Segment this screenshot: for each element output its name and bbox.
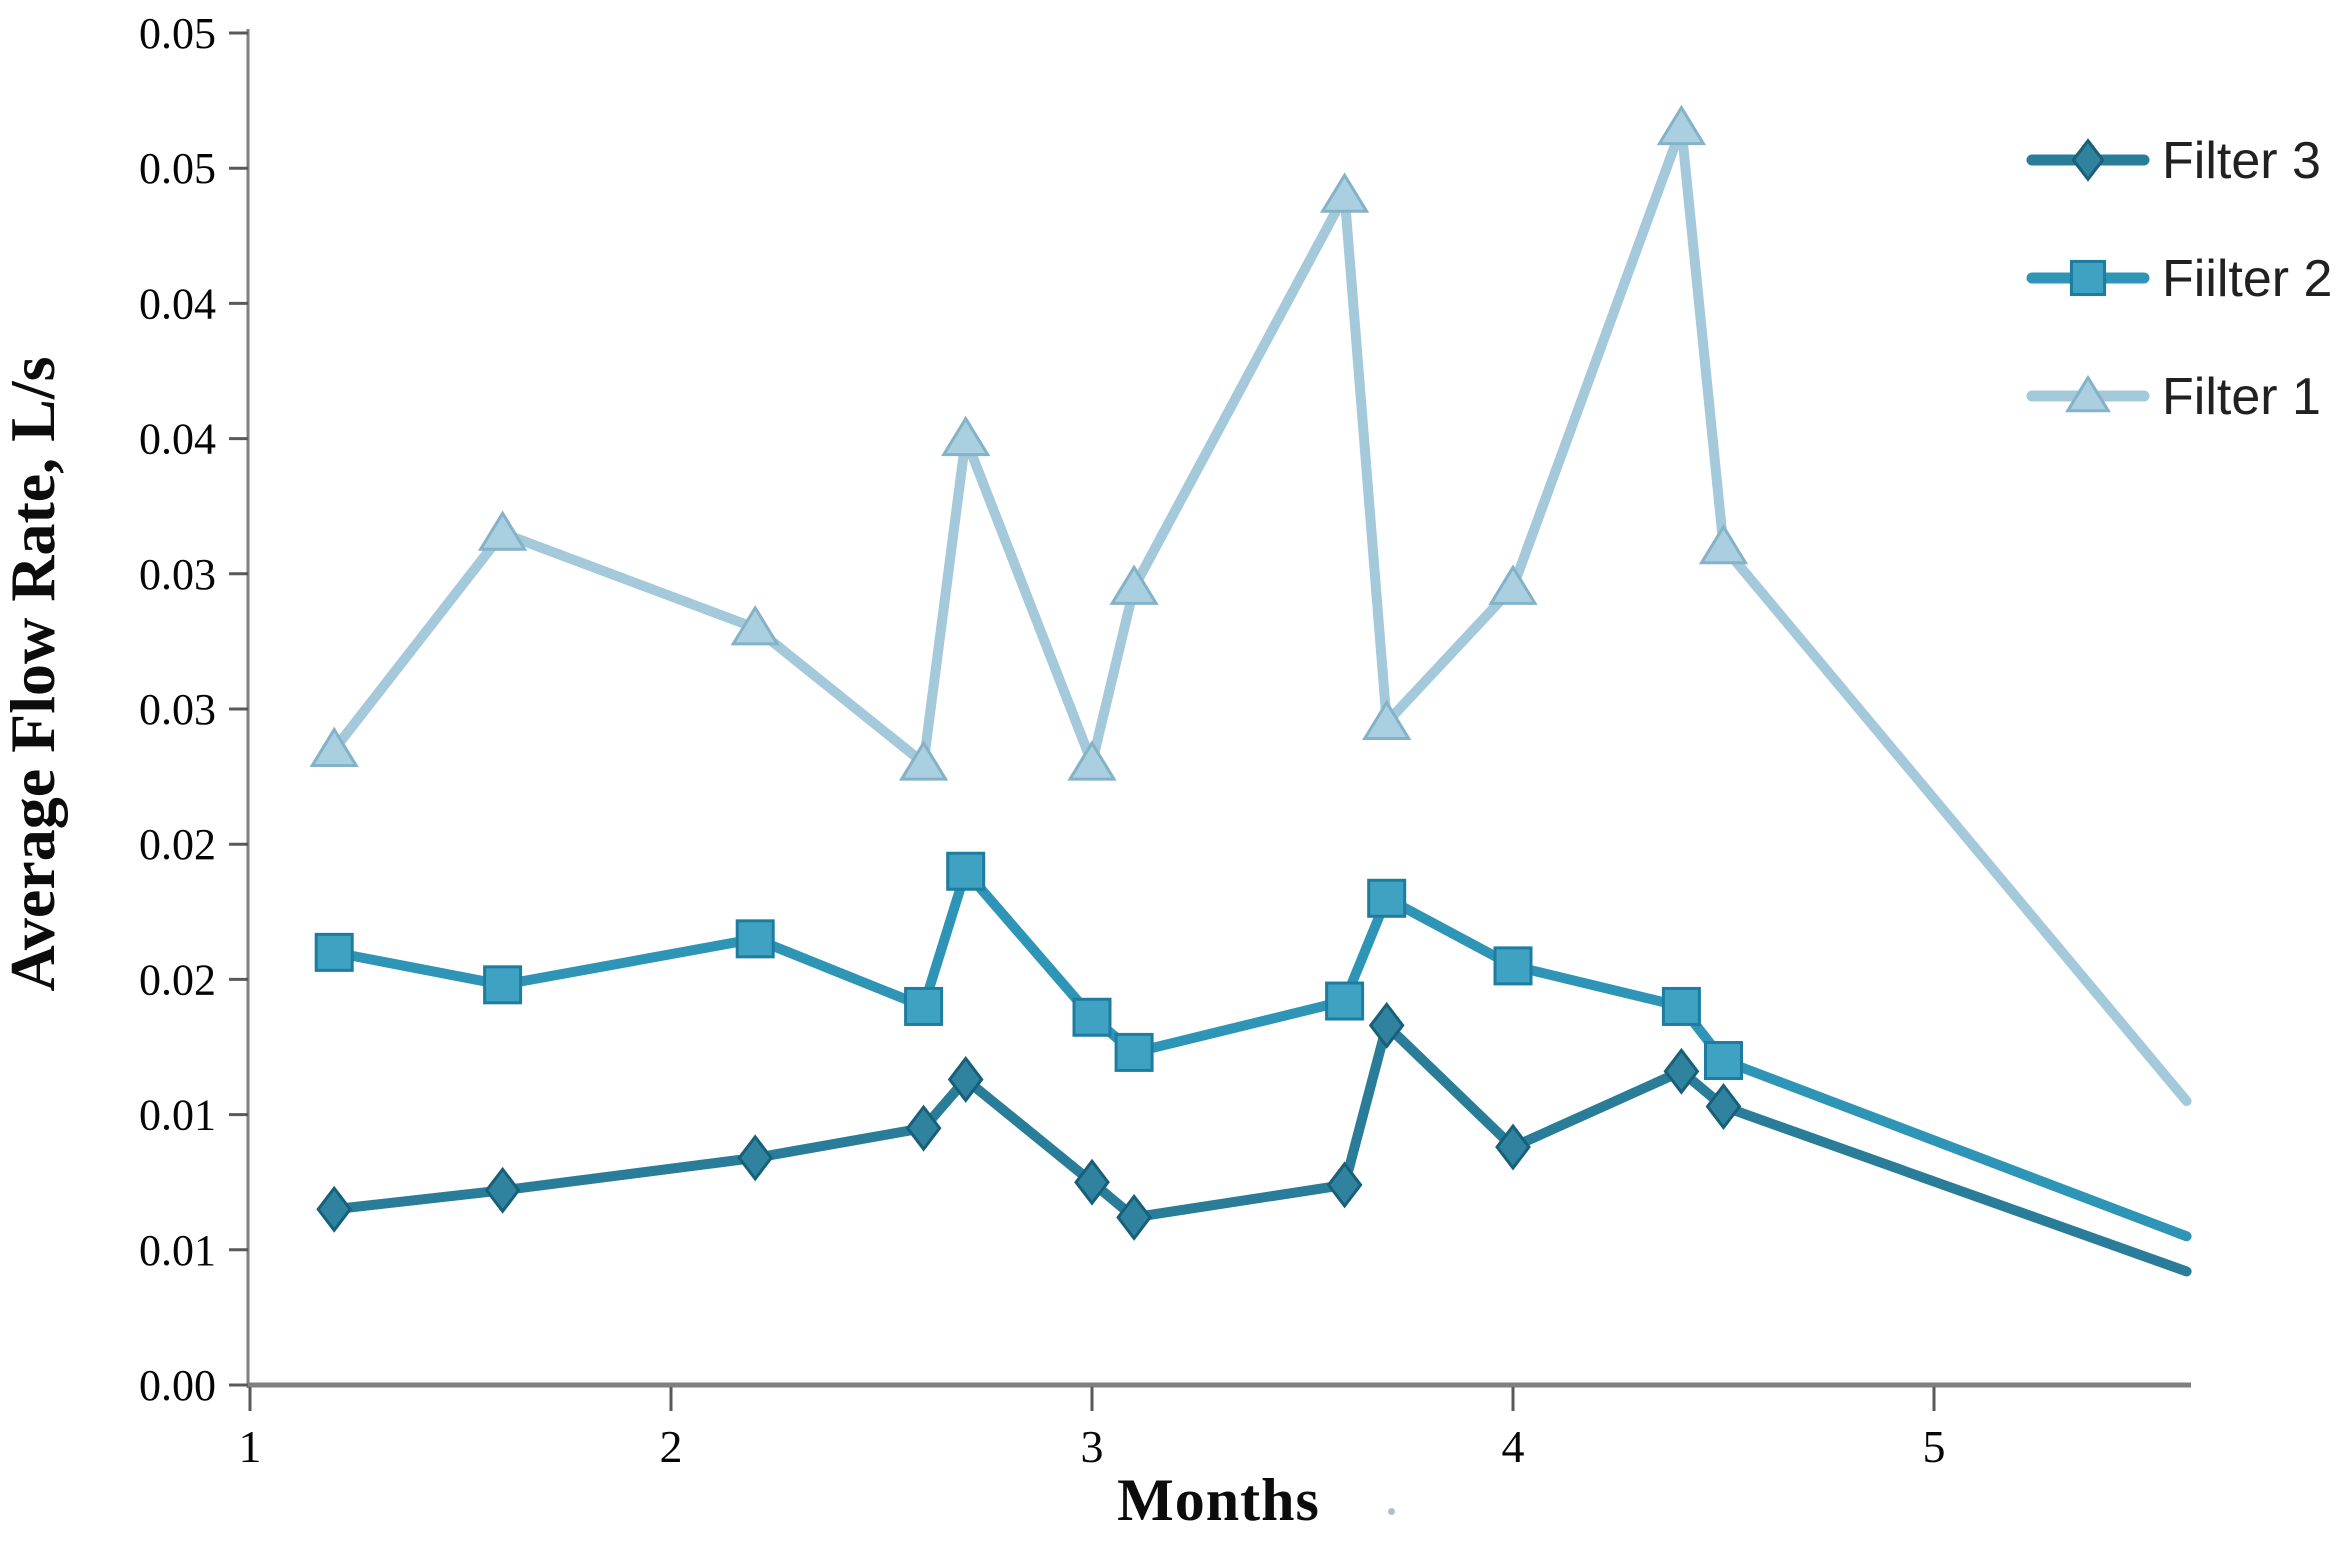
- y-tick-label: 0.01: [139, 1226, 216, 1275]
- diamond-marker: [1663, 1047, 1700, 1095]
- y-tick-label: 0.02: [139, 955, 216, 1004]
- square-marker: [735, 919, 775, 959]
- series-filter1: [309, 104, 2192, 1107]
- y-tick-label: 0.05: [139, 9, 216, 58]
- y-tick-label: 0.02: [139, 820, 216, 869]
- y-tick-label: 0.00: [139, 1361, 216, 1410]
- legend-item: Filter 3: [2026, 132, 2321, 190]
- triangle-marker: [898, 740, 949, 781]
- x-tick-label: 3: [1081, 1421, 1104, 1472]
- square-marker: [1367, 878, 1407, 918]
- diamond-marker: [1495, 1123, 1531, 1171]
- square-marker: [1325, 981, 1365, 1021]
- series-filter3: [316, 1001, 2192, 1277]
- x-axis-title: Months: [1117, 1467, 1320, 1533]
- square-marker: [1072, 997, 1112, 1037]
- series-line: [329, 1020, 2192, 1277]
- triangle-marker: [477, 510, 528, 551]
- y-tick-label: 0.04: [139, 415, 216, 464]
- triangle-marker: [309, 726, 359, 768]
- square-marker: [904, 986, 944, 1026]
- y-tick-label: 0.03: [139, 550, 216, 599]
- diamond-marker: [1116, 1193, 1152, 1241]
- y-axis-title: Average Flow Rate, L/s: [0, 356, 68, 992]
- y-tick-label: 0.05: [139, 144, 216, 193]
- square-marker: [2069, 259, 2107, 297]
- triangle-marker: [1488, 564, 1538, 605]
- square-marker: [483, 965, 523, 1005]
- triangle-marker: [1362, 699, 1412, 741]
- x-tick-label: 5: [1923, 1421, 1946, 1472]
- axes: 0.05 0.05 0.04 0.04 0.03 0.03 0.02 0.02 0.01 0.01…: [139, 9, 2191, 1472]
- y-tick-label: 0.04: [139, 279, 216, 328]
- diamond-marker: [737, 1134, 774, 1182]
- triangle-marker: [1067, 740, 1117, 781]
- diamond-marker: [1705, 1083, 1742, 1130]
- triangle-marker: [2065, 374, 2111, 413]
- legend-item: Fiilter 2: [2026, 250, 2332, 308]
- y-tick-label: 0.03: [139, 685, 216, 734]
- legend-label: Filter 3: [2162, 132, 2321, 190]
- diamond-marker: [316, 1185, 353, 1233]
- diamond-marker: [947, 1055, 984, 1103]
- diamond-marker: [1074, 1158, 1110, 1206]
- diamond-marker: [905, 1104, 942, 1152]
- x-tick-label: 4: [1502, 1421, 1525, 1472]
- series-filter2: [314, 851, 2192, 1242]
- triangle-marker: [1319, 172, 1370, 213]
- square-marker: [946, 851, 986, 891]
- diamond-marker: [2071, 138, 2105, 182]
- triangle-marker: [730, 605, 780, 646]
- legend: Filter 3 Fiilter 2 Filter 1: [2026, 132, 2332, 426]
- square-marker: [1114, 1032, 1154, 1072]
- legend-item: Filter 1: [2026, 368, 2321, 426]
- diamond-marker: [484, 1166, 521, 1214]
- series-line: [329, 866, 2192, 1242]
- legend-label: Fiilter 2: [2162, 250, 2332, 308]
- stray-dot: [1388, 1508, 1395, 1515]
- square-marker: [314, 932, 354, 972]
- triangle-marker: [1656, 104, 1707, 146]
- y-tick-label: 0.01: [139, 1091, 216, 1140]
- square-marker: [1704, 1041, 1743, 1081]
- series-line: [329, 122, 2192, 1107]
- triangle-marker: [1698, 523, 1749, 565]
- square-marker: [1493, 946, 1533, 986]
- triangle-marker: [941, 415, 991, 457]
- x-tick-label: 2: [660, 1421, 683, 1472]
- triangle-marker: [1109, 564, 1159, 605]
- diamond-marker: [1326, 1161, 1363, 1209]
- diamond-marker: [1368, 1001, 1405, 1049]
- x-tick-label: 1: [239, 1421, 262, 1472]
- square-marker: [1661, 986, 1701, 1026]
- legend-label: Filter 1: [2162, 368, 2321, 426]
